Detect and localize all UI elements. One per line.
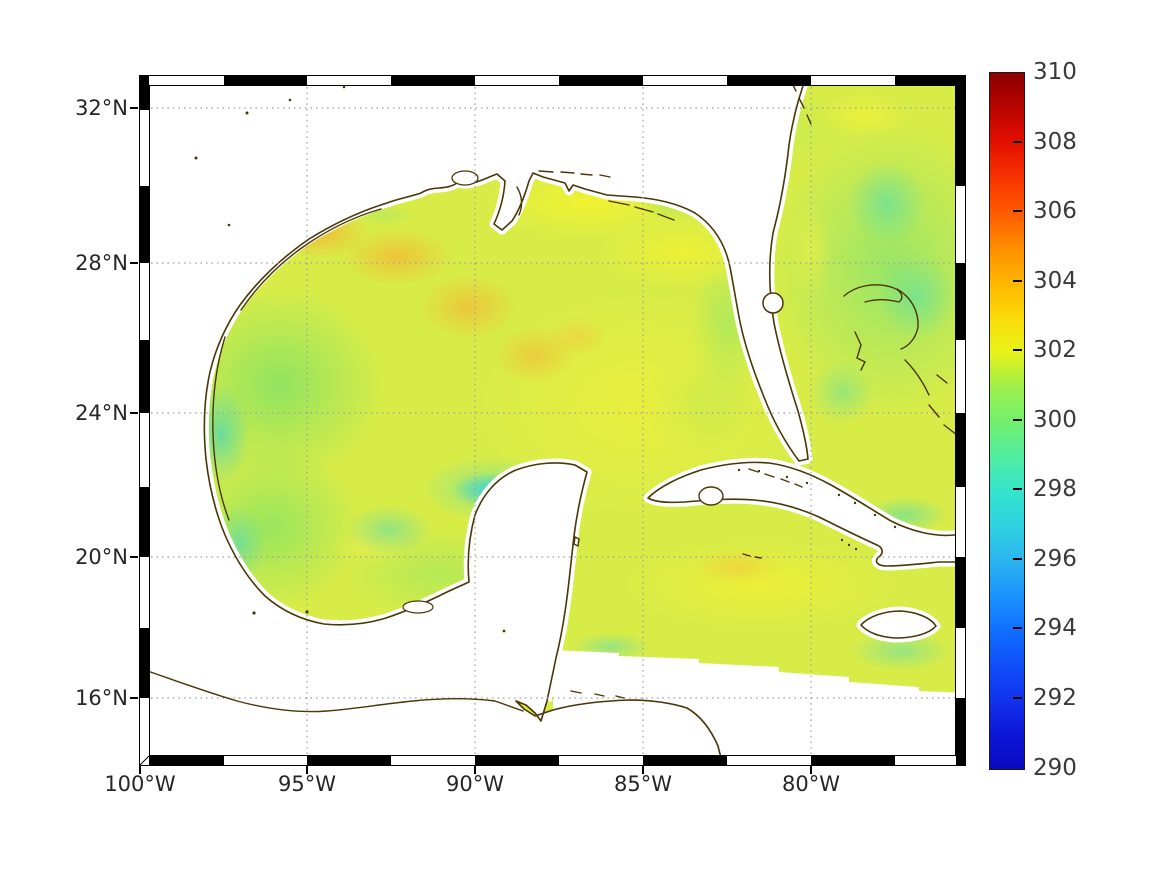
colorbar-tick-mark	[1013, 141, 1022, 143]
colorbar-tick-label: 296	[1033, 546, 1077, 572]
colorbar-tick-label: 290	[1033, 755, 1077, 781]
colorbar-tick-label: 292	[1033, 685, 1077, 711]
geography-overlay	[139, 75, 966, 766]
bahamas-eleuthera	[896, 288, 919, 350]
y-axis-tick-label: 32°N	[75, 96, 128, 120]
colorbar-tick-mark	[1013, 280, 1022, 282]
laguna-terminos	[402, 600, 434, 614]
x-axis-tick-label: 90°W	[446, 772, 504, 796]
colorbar-tick-mark	[1013, 627, 1022, 629]
colorbar	[989, 72, 1025, 770]
y-axis-tick-mark	[130, 262, 138, 264]
frame-band-top	[139, 75, 966, 85]
colorbar-tick-mark	[1013, 210, 1022, 212]
colorbar-tick-label: 300	[1033, 407, 1077, 433]
frame-band-bottom	[139, 756, 966, 766]
isla-juventud	[698, 486, 724, 506]
lake-pontchartrain	[451, 170, 479, 186]
colorbar-tick-label: 308	[1033, 129, 1077, 155]
colorbar-tick-mark	[1013, 488, 1022, 490]
y-axis-tick-label: 28°N	[75, 251, 128, 275]
x-axis-tick-label: 100°W	[104, 772, 176, 796]
y-axis-tick-mark	[130, 556, 138, 558]
x-axis-tick-mark	[474, 766, 476, 774]
map-plot	[139, 75, 966, 766]
colorbar-tick-mark	[1013, 558, 1022, 560]
colorbar-tick-mark	[1013, 349, 1022, 351]
bahamas-exuma	[904, 359, 958, 436]
colorbar-tick-label: 298	[1033, 476, 1077, 502]
y-axis-tick-label: 16°N	[75, 686, 128, 710]
x-axis-tick-mark	[642, 766, 644, 774]
y-axis-tick-mark	[130, 107, 138, 109]
bahamas-grand-bahama	[843, 284, 903, 303]
lake-okeechobee	[762, 292, 784, 314]
x-axis-tick-label: 95°W	[278, 772, 336, 796]
x-axis-tick-mark	[810, 766, 812, 774]
colorbar-tick-mark	[1013, 419, 1022, 421]
colorbar-tick-label: 306	[1033, 198, 1077, 224]
colorbar-tick-label: 294	[1033, 615, 1077, 641]
frame-band-left	[139, 75, 149, 766]
y-axis-tick-label: 20°N	[75, 545, 128, 569]
colorbar-tick-label: 310	[1033, 59, 1077, 85]
colorbar-tick-mark	[1013, 697, 1022, 699]
y-axis-tick-mark	[130, 697, 138, 699]
x-axis-tick-mark	[306, 766, 308, 774]
frame-band-right	[956, 75, 966, 766]
bahamas-andros	[854, 331, 866, 371]
colorbar-tick-label: 304	[1033, 268, 1077, 294]
x-axis-tick-label: 85°W	[614, 772, 672, 796]
colorbar-tick-label: 302	[1033, 337, 1077, 363]
y-axis-tick-mark	[130, 412, 138, 414]
y-axis-tick-label: 24°N	[75, 401, 128, 425]
x-axis-tick-label: 80°W	[782, 772, 840, 796]
x-axis-tick-mark	[139, 766, 141, 774]
